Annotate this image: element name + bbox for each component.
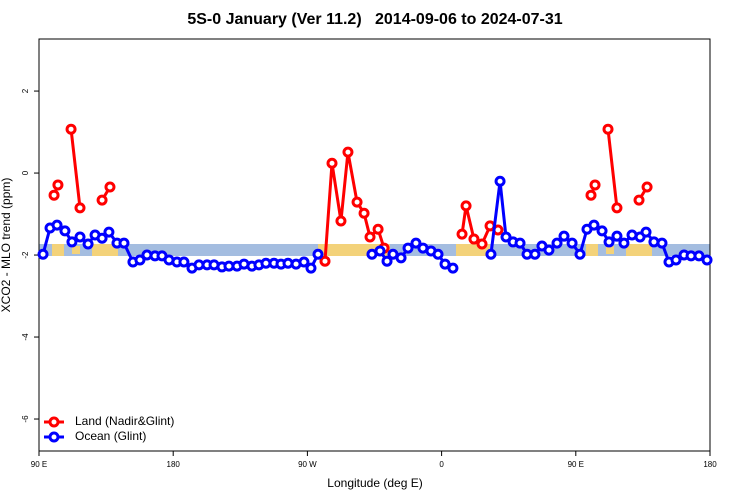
data-point bbox=[364, 231, 376, 243]
y-tick-label: 2 bbox=[21, 88, 30, 93]
data-point bbox=[603, 236, 615, 248]
legend-marker bbox=[48, 416, 60, 428]
data-point bbox=[410, 237, 422, 249]
data-point bbox=[37, 248, 49, 260]
data-point bbox=[543, 244, 555, 256]
x-tick-label: 90 W bbox=[298, 460, 317, 469]
data-point bbox=[118, 237, 130, 249]
data-point bbox=[514, 237, 526, 249]
data-point bbox=[468, 233, 480, 245]
data-point bbox=[566, 237, 578, 249]
data-point bbox=[456, 228, 468, 240]
data-point bbox=[447, 262, 459, 274]
data-point bbox=[596, 225, 608, 237]
data-point bbox=[439, 258, 451, 270]
data-point bbox=[74, 231, 86, 243]
land-strip bbox=[52, 244, 64, 256]
x-tick-label: 0 bbox=[439, 460, 444, 469]
data-point bbox=[104, 181, 116, 193]
y-tick-label: -4 bbox=[21, 333, 30, 341]
data-point bbox=[432, 248, 444, 260]
land-strip bbox=[72, 246, 80, 254]
data-point bbox=[342, 146, 354, 158]
y-tick-label: 0 bbox=[21, 170, 30, 175]
data-point bbox=[460, 200, 472, 212]
data-point bbox=[59, 225, 71, 237]
legend-label: Land (Nadir&Glint) bbox=[75, 414, 174, 428]
data-point bbox=[335, 215, 347, 227]
legend-marker bbox=[48, 431, 60, 443]
x-tick-label: 90 E bbox=[568, 460, 584, 469]
data-point bbox=[693, 250, 705, 262]
data-point bbox=[494, 175, 506, 187]
y-tick-label: -6 bbox=[21, 415, 30, 423]
chart-title: 5S-0 January (Ver 11.2) 2014-09-06 to 20… bbox=[187, 11, 562, 28]
data-point bbox=[372, 223, 384, 235]
data-point bbox=[103, 226, 115, 238]
data-point bbox=[298, 256, 310, 268]
data-point bbox=[602, 123, 614, 135]
data-point bbox=[319, 255, 331, 267]
data-point bbox=[351, 196, 363, 208]
data-point bbox=[640, 226, 652, 238]
data-point bbox=[66, 236, 78, 248]
data-point bbox=[585, 189, 597, 201]
data-point bbox=[402, 242, 414, 254]
data-point bbox=[701, 254, 713, 266]
data-point bbox=[476, 238, 488, 250]
data-point bbox=[65, 123, 77, 135]
x-tick-label: 90 E bbox=[31, 460, 47, 469]
data-point bbox=[500, 231, 512, 243]
x-tick-label: 180 bbox=[167, 460, 181, 469]
data-point bbox=[618, 237, 630, 249]
data-point bbox=[134, 254, 146, 266]
data-point bbox=[551, 237, 563, 249]
data-point bbox=[48, 189, 60, 201]
data-point bbox=[381, 255, 393, 267]
data-point bbox=[485, 248, 497, 260]
data-point bbox=[656, 237, 668, 249]
data-point bbox=[96, 194, 108, 206]
data-point bbox=[305, 262, 317, 274]
data-point bbox=[611, 230, 623, 242]
data-point bbox=[326, 157, 338, 169]
data-point bbox=[51, 219, 63, 231]
y-tick-label: -2 bbox=[21, 251, 30, 259]
data-point bbox=[82, 238, 94, 250]
data-point bbox=[633, 194, 645, 206]
data-point bbox=[558, 230, 570, 242]
x-tick-label: 180 bbox=[703, 460, 717, 469]
land-strip bbox=[586, 244, 598, 256]
land-strip bbox=[606, 246, 614, 254]
data-point bbox=[670, 254, 682, 266]
data-point bbox=[358, 207, 370, 219]
data-point bbox=[178, 256, 190, 268]
data-point bbox=[374, 245, 386, 257]
x-axis-label: Longitude (deg E) bbox=[327, 476, 422, 490]
data-point bbox=[74, 202, 86, 214]
y-axis-label: XCO2 - MLO trend (ppm) bbox=[0, 178, 13, 313]
data-point bbox=[529, 248, 541, 260]
data-point bbox=[52, 179, 64, 191]
land-strip bbox=[626, 244, 652, 256]
data-point bbox=[96, 232, 108, 244]
data-point bbox=[611, 202, 623, 214]
legend-label: Ocean (Glint) bbox=[75, 429, 146, 443]
data-point bbox=[574, 248, 586, 260]
data-point bbox=[395, 252, 407, 264]
data-point bbox=[588, 219, 600, 231]
data-point bbox=[312, 248, 324, 260]
plot-frame bbox=[38, 38, 711, 452]
data-point bbox=[589, 179, 601, 191]
land-strip bbox=[92, 244, 118, 256]
data-point bbox=[641, 181, 653, 193]
